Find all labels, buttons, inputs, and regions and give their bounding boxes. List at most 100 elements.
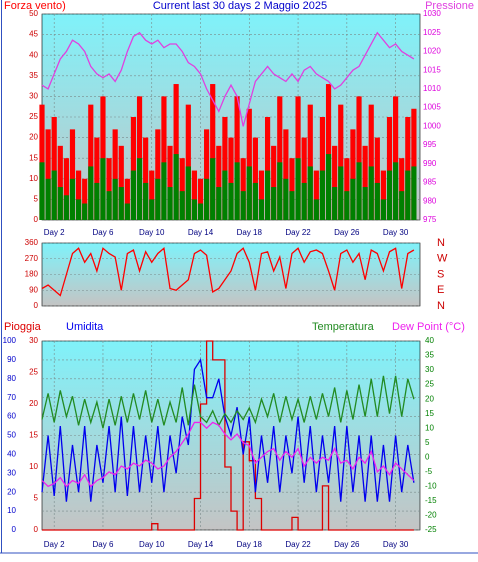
- bar: [319, 170, 326, 220]
- x-tick-label: Day 14: [188, 228, 214, 237]
- bar: [106, 158, 112, 220]
- bar: [356, 162, 362, 220]
- y2-tick-label: 985: [423, 178, 437, 187]
- bar: [45, 129, 51, 220]
- y2-tick-label: 10: [425, 423, 434, 432]
- bar: [258, 199, 265, 220]
- y2-tick-label: -15: [425, 496, 437, 505]
- bar: [319, 117, 326, 220]
- bar: [173, 84, 179, 220]
- y2-tick-label: 980: [423, 196, 437, 205]
- y2-tick-label: 1010: [423, 84, 441, 93]
- y2-tick-label: -10: [425, 481, 437, 490]
- bar: [88, 166, 94, 220]
- y-tick-label: 35: [29, 71, 38, 80]
- bar: [45, 178, 51, 220]
- bar: [204, 129, 210, 220]
- bar: [252, 137, 258, 220]
- y2-tick-label: E: [437, 284, 444, 296]
- bar: [204, 178, 210, 220]
- bar: [411, 108, 417, 220]
- bar: [307, 104, 313, 220]
- bar: [210, 84, 216, 220]
- bar: [393, 162, 399, 220]
- line: [42, 340, 414, 531]
- bar: [271, 187, 277, 220]
- bar: [155, 178, 161, 220]
- x-tick-label: Day 6: [93, 540, 114, 549]
- bar: [149, 199, 155, 220]
- y-tick-label: 0: [12, 525, 17, 534]
- y3-tick-label: 10: [29, 462, 38, 471]
- y2-tick-label: 995: [423, 140, 437, 149]
- bar: [39, 162, 45, 220]
- y3-tick-label: 15: [29, 431, 38, 440]
- y-tick-label: 30: [29, 92, 38, 101]
- x-tick-label: Day 14: [188, 540, 214, 549]
- y2-tick-label: 1020: [423, 47, 441, 56]
- bar: [313, 199, 319, 220]
- bar: [179, 158, 185, 220]
- bar: [51, 117, 57, 220]
- y-tick-label: 10: [7, 506, 16, 515]
- bar: [307, 166, 313, 220]
- x-tick-label: Day 2: [44, 228, 65, 237]
- y-tick-label: 360: [25, 238, 39, 247]
- y-tick-label: 270: [25, 254, 39, 263]
- y-tick-label: 5: [34, 195, 39, 204]
- y-tick-label: 20: [7, 487, 16, 496]
- bar: [124, 203, 130, 220]
- bar: [63, 158, 69, 220]
- bar: [368, 166, 374, 220]
- y-tick-label: 50: [29, 9, 38, 18]
- y-tick-label: 20: [29, 133, 38, 142]
- bar: [216, 187, 222, 220]
- y2-tick-label: 40: [425, 336, 434, 345]
- y2-tick-label: 20: [425, 394, 434, 403]
- y-tick-label: 90: [29, 285, 38, 294]
- bar: [88, 104, 94, 220]
- bar: [118, 145, 124, 220]
- bar: [161, 96, 167, 220]
- bar: [368, 104, 374, 220]
- legend-entry: Pressione: [425, 0, 474, 12]
- y2-tick-label: 975: [423, 215, 437, 224]
- bar: [94, 137, 100, 220]
- bar: [399, 191, 405, 220]
- bar: [197, 178, 204, 220]
- bar: [143, 182, 149, 220]
- bar: [197, 203, 204, 220]
- bar: [246, 108, 252, 220]
- bar: [100, 158, 106, 220]
- x-tick-label: Day 6: [93, 228, 114, 237]
- bar: [344, 191, 350, 220]
- legend-entry: Temperatura: [312, 321, 375, 333]
- y2-tick-label: N: [437, 300, 445, 312]
- y-tick-label: 0: [34, 301, 39, 310]
- bar: [143, 137, 149, 220]
- bar: [325, 154, 332, 220]
- bar: [313, 170, 319, 220]
- bar: [295, 158, 301, 220]
- line: [41, 246, 415, 297]
- bar: [75, 170, 82, 220]
- legend-entry: Umidita: [66, 321, 104, 333]
- bar: [246, 166, 252, 220]
- x-tick-label: Day 26: [334, 228, 360, 237]
- bar: [289, 191, 295, 220]
- bar: [57, 145, 63, 220]
- y-tick-label: 60: [7, 412, 16, 421]
- bar: [222, 117, 228, 220]
- bar: [185, 166, 191, 220]
- y2-tick-label: 990: [423, 159, 437, 168]
- y-tick-label: 100: [3, 336, 17, 345]
- bar: [63, 195, 69, 220]
- bar: [393, 96, 399, 220]
- y3-tick-label: 25: [29, 368, 38, 377]
- bar: [411, 166, 417, 220]
- y-tick-label: 50: [7, 431, 16, 440]
- bar: [277, 162, 283, 220]
- y-tick-label: 90: [7, 355, 16, 364]
- bar: [271, 145, 277, 220]
